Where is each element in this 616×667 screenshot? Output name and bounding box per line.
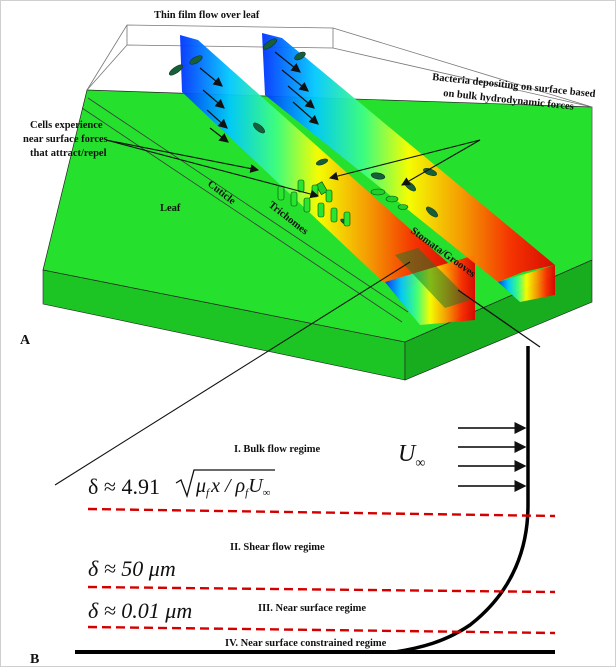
panel-a-label: A [20,333,31,348]
zoom-line-left [54,261,411,486]
zoom-line-right [457,289,541,348]
equation-bulk: δ ≈ 4.91 μf x / ρfU∞ [88,469,275,499]
regime-1-label: I. Bulk flow regime [234,444,320,455]
regime-2-label: II. Shear flow regime [230,542,325,553]
trichomes-cluster [277,179,351,227]
regime-3-label: III. Near surface regime [258,603,366,614]
leaf-label: Leaf [160,203,181,214]
annotation-lines [105,139,481,199]
velocity-profile-curve [394,346,530,654]
panel-a: Thin film flow over leaf Cells experienc… [20,10,596,486]
cells-label-3: that attract/repel [30,148,107,159]
bacteria-cells [168,38,438,226]
freestream-velocity-symbol: U∞ [398,441,425,471]
stomata-groove [395,248,470,308]
cuticle-line [87,97,409,313]
panel-a-title: Thin film flow over leaf [154,10,260,21]
deposited-cells [315,181,409,210]
panel-b: U∞ δ ≈ 4.91 μf x / ρfU∞ δ ≈ 50 μm δ ≈ 0.0… [30,346,556,667]
equation-near: δ ≈ 0.01 μm [88,598,192,623]
film-box [86,24,593,260]
radical-sign [175,469,275,499]
svg-text:δ ≈ 4.91: δ ≈ 4.91 [88,474,160,499]
regime-boundaries [87,507,556,635]
freestream-arrows [458,422,527,492]
flow-arrows [199,51,319,143]
velocity-ribbon-2 [262,33,555,282]
cuticle-line [81,107,403,323]
velocity-ribbon-2-wall [498,265,555,302]
svg-text:μfx / ρfU∞: μf x / ρfU∞ [195,475,271,499]
equation-shear: δ ≈ 50 μm [88,556,176,581]
cells-label-1: Cells experience [30,120,103,131]
regime-4-label: IV. Near surface constrained regime [225,638,387,649]
panel-b-label: B [30,652,39,667]
cells-label-2: near surface forces [23,134,108,145]
